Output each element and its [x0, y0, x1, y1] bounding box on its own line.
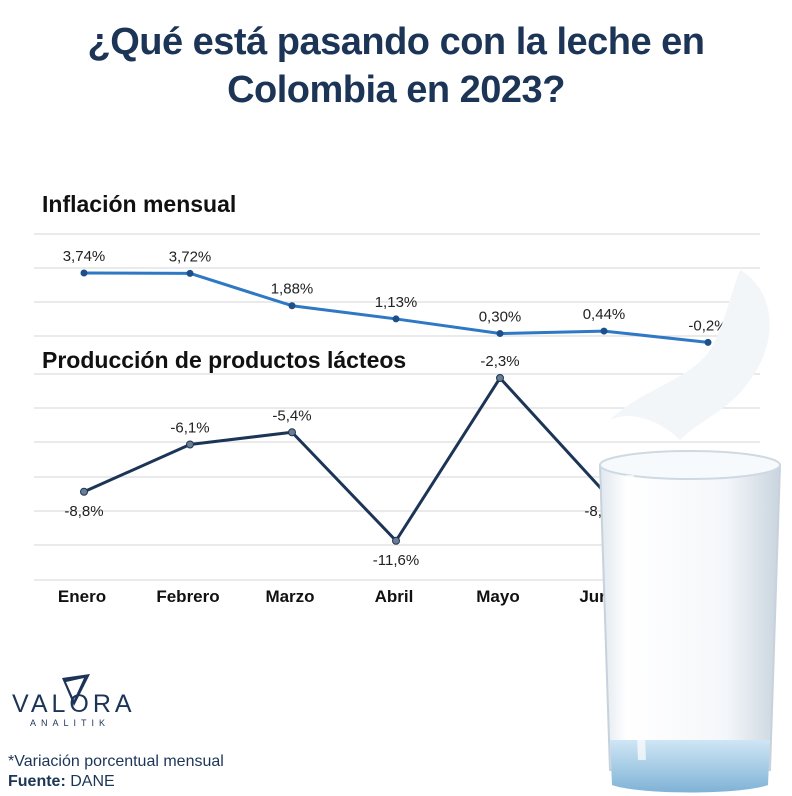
inflation-data-label: 3,74% [63, 248, 106, 265]
production-point [288, 428, 296, 437]
production-point [392, 536, 400, 545]
inflation-data-label: 1,88% [271, 281, 314, 298]
note-text: *Variación porcentual mensual [8, 753, 224, 770]
x-tick-label: Enero [58, 587, 106, 606]
milk-glass-image [598, 270, 782, 793]
inflation-point [704, 338, 712, 346]
logo-name: VALORA [12, 690, 136, 718]
inflation-point [392, 315, 400, 323]
inflation-point [496, 330, 504, 338]
source-line: Fuente: DANE [8, 772, 224, 792]
footnote: *Variación porcentual mensual Fuente: DA… [8, 752, 224, 792]
production-data-label: -11,6% [373, 552, 419, 569]
inflation-point [288, 302, 296, 310]
production-data-label: -8,8% [64, 503, 103, 520]
page-title: ¿Qué está pasando con la leche en Colomb… [0, 18, 792, 114]
production-data-label: -6,1% [170, 420, 209, 437]
inflation-point [600, 327, 608, 335]
production-point [496, 374, 504, 382]
production-point [80, 487, 88, 496]
inflation-data-label: 0,30% [479, 309, 522, 326]
source-label: Fuente: [8, 773, 66, 790]
production-chart-title: Producción de productos lácteos [42, 347, 406, 373]
logo-subtitle: ANALITIK [30, 718, 111, 728]
x-tick-label: Febrero [156, 587, 219, 606]
valora-logo-icon [62, 674, 90, 706]
inflation-point [186, 269, 194, 277]
source-value: DANE [65, 773, 115, 790]
inflation-data-label: 1,13% [375, 294, 418, 311]
inflation-chart-title: Inflación mensual [42, 191, 236, 217]
x-tick-label: Marzo [265, 587, 314, 606]
production-data-label: -5,4% [272, 407, 311, 424]
inflation-data-label: -0,2% [688, 317, 727, 334]
production-series-line [83, 376, 606, 543]
inflation-data-label: 0,44% [583, 306, 626, 323]
production-point [186, 440, 194, 449]
x-tick-label: Abril [375, 587, 414, 606]
inflation-data-label: 3,72% [169, 248, 212, 265]
title-line-2: Colombia en 2023? [227, 69, 565, 111]
x-tick-label: Mayo [476, 587, 519, 606]
production-data-label: -2,3% [480, 353, 519, 370]
title-line-1: ¿Qué está pasando con la leche en [87, 21, 705, 63]
inflation-point [80, 269, 88, 277]
